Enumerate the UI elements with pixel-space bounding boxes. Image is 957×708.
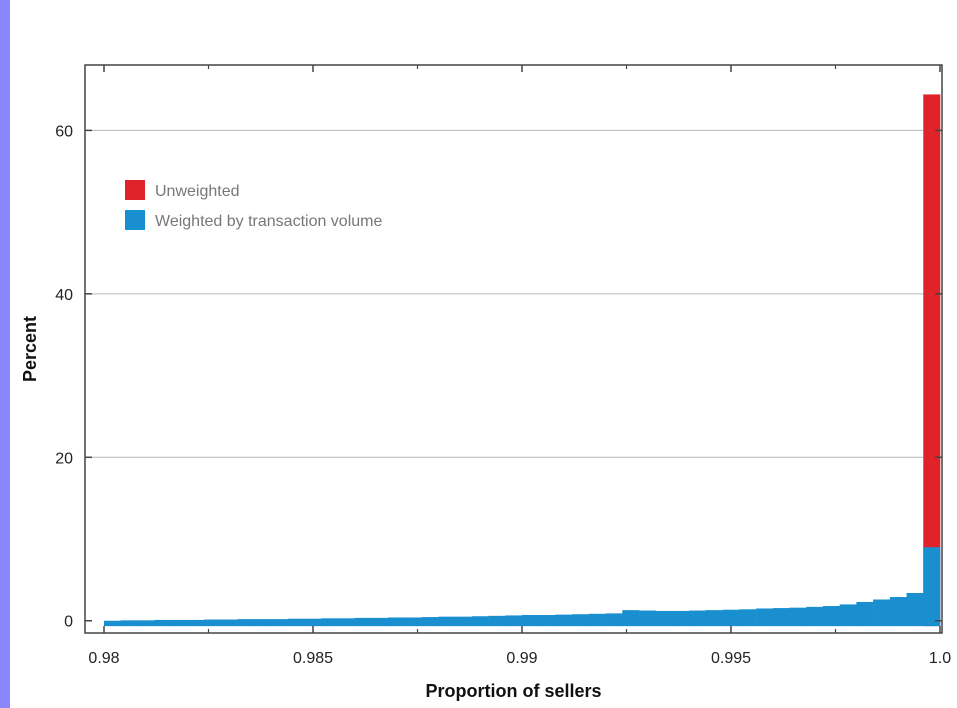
bar-weighted-5: [187, 619, 205, 627]
bar-weighted-13: [321, 618, 339, 627]
plot-frame: [84, 64, 943, 634]
legend-swatch-weighted: [125, 210, 145, 230]
bars: [104, 94, 941, 627]
bar-weighted-4: [170, 619, 188, 627]
bar-weighted-11: [287, 618, 305, 627]
x-tick-label-1.0: 1.0: [929, 650, 951, 667]
bar-weighted-27: [555, 614, 573, 627]
bar-weighted-7: [221, 619, 239, 627]
bar-weighted-30: [605, 613, 623, 627]
bar-weighted-41: [789, 607, 807, 627]
x-tick-label-0.995: 0.995: [711, 650, 751, 667]
bar-weighted-8: [237, 619, 255, 627]
bar-weighted-45: [856, 601, 874, 627]
bar-weighted-29: [588, 613, 606, 627]
x-axis-title: Proportion of sellers: [425, 681, 601, 701]
bar-weighted-48: [906, 592, 924, 627]
bar-weighted-22: [471, 616, 489, 627]
y-tick-label-40: 40: [55, 287, 73, 304]
bar-unweighted-0: [923, 94, 941, 627]
bar-weighted-25: [522, 615, 540, 627]
bar-weighted-16: [371, 617, 389, 627]
bar-weighted-47: [889, 597, 907, 627]
bar-weighted-20: [438, 616, 456, 627]
bar-weighted-1: [120, 620, 138, 627]
bar-weighted-28: [572, 614, 590, 627]
bar-weighted-34: [672, 610, 690, 627]
bar-weighted-46: [873, 599, 891, 627]
bar-weighted-0: [104, 620, 122, 627]
bar-weighted-15: [354, 617, 372, 627]
bar-weighted-43: [822, 606, 840, 627]
bar-weighted-31: [622, 610, 640, 627]
bar-weighted-9: [254, 619, 272, 627]
bar-weighted-42: [806, 606, 824, 627]
bar-weighted-21: [455, 616, 473, 627]
bar-weighted-18: [404, 617, 422, 627]
bar-weighted-37: [722, 609, 740, 627]
bar-weighted-23: [488, 615, 506, 627]
bar-weighted-40: [772, 608, 790, 627]
y-tick-label-60: 60: [55, 123, 73, 140]
legend-swatch-unweighted: [125, 180, 145, 200]
legend-label-unweighted: Unweighted: [155, 183, 240, 200]
x-tick-label-0.98: 0.98: [88, 650, 119, 667]
bar-weighted-35: [689, 610, 707, 627]
ticks: [85, 65, 942, 633]
bar-weighted-38: [739, 609, 757, 627]
bar-weighted-17: [388, 617, 406, 627]
bar-weighted-24: [505, 615, 523, 627]
bar-weighted-49: [923, 547, 941, 627]
bar-weighted-19: [421, 617, 439, 627]
bar-weighted-14: [338, 618, 356, 627]
x-tick-label-0.99: 0.99: [506, 650, 537, 667]
bar-weighted-44: [839, 604, 857, 627]
bar-weighted-33: [655, 610, 673, 627]
x-tick-label-0.985: 0.985: [293, 650, 333, 667]
bar-weighted-6: [204, 619, 222, 627]
gridlines: [85, 129, 942, 458]
tick-labels: 0.98 0.985 0.99 0.995 1.0 0 20 40 60: [55, 123, 951, 667]
bar-weighted-10: [271, 619, 289, 627]
y-axis-title: Percent: [20, 316, 40, 382]
bar-weighted-36: [705, 610, 723, 627]
bar-weighted-26: [538, 615, 556, 627]
bar-weighted-39: [756, 608, 774, 627]
bar-weighted-3: [154, 619, 172, 627]
left-accent-strip: [0, 0, 10, 708]
bar-weighted-32: [639, 610, 657, 627]
y-tick-label-20: 20: [55, 450, 73, 467]
y-tick-label-0: 0: [64, 614, 73, 631]
bar-weighted-2: [137, 620, 155, 627]
legend: Unweighted Weighted by transaction volum…: [125, 180, 382, 230]
legend-label-weighted: Weighted by transaction volume: [155, 213, 382, 230]
bar-weighted-12: [304, 618, 322, 627]
